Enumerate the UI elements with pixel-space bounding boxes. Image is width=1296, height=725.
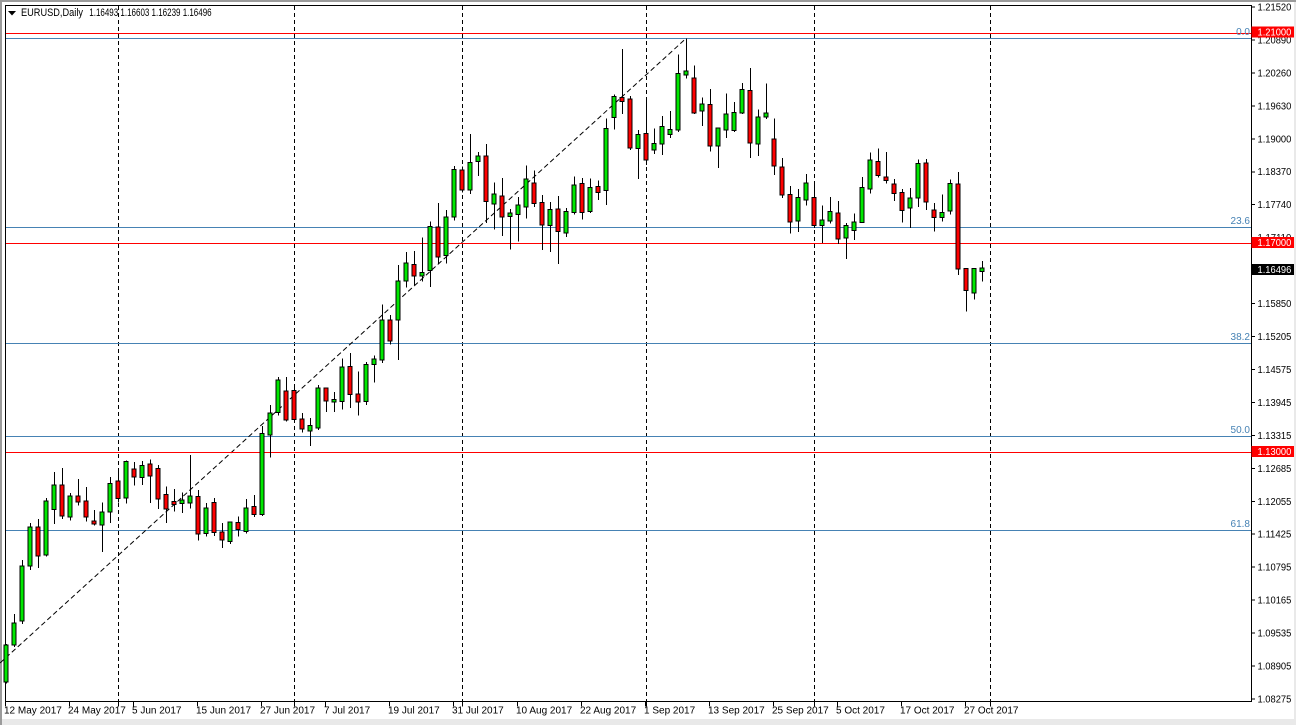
svg-text:50.0: 50.0	[1231, 425, 1251, 436]
svg-text:EURUSD,Daily: EURUSD,Daily	[21, 7, 83, 19]
svg-text:15 Jun 2017: 15 Jun 2017	[196, 706, 251, 717]
svg-text:5 Jun 2017: 5 Jun 2017	[132, 706, 182, 717]
svg-text:1.19000: 1.19000	[1258, 134, 1292, 145]
svg-text:1.18370: 1.18370	[1258, 167, 1292, 178]
svg-text:1.17000: 1.17000	[1258, 238, 1292, 249]
svg-text:1.21520: 1.21520	[1258, 3, 1292, 14]
svg-text:38.2: 38.2	[1231, 332, 1251, 343]
svg-text:22 Aug 2017: 22 Aug 2017	[580, 706, 637, 717]
svg-text:1.14575: 1.14575	[1258, 365, 1292, 376]
svg-text:31 Jul 2017: 31 Jul 2017	[452, 706, 504, 717]
svg-text:1.15850: 1.15850	[1258, 299, 1292, 310]
svg-text:1.11425: 1.11425	[1258, 530, 1292, 541]
svg-text:1.20890: 1.20890	[1258, 36, 1292, 47]
svg-text:7 Jul 2017: 7 Jul 2017	[324, 706, 371, 717]
svg-text:1.08905: 1.08905	[1258, 662, 1292, 673]
svg-text:13 Sep 2017: 13 Sep 2017	[708, 706, 765, 717]
svg-text:19 Jul 2017: 19 Jul 2017	[388, 706, 440, 717]
svg-text:24 May 2017: 24 May 2017	[68, 706, 126, 717]
svg-text:1.15205: 1.15205	[1258, 332, 1292, 343]
svg-text:25 Sep 2017: 25 Sep 2017	[772, 706, 829, 717]
svg-text:1.10165: 1.10165	[1258, 596, 1292, 607]
svg-text:1.16493 1.16603 1.16239 1.1649: 1.16493 1.16603 1.16239 1.16496	[89, 7, 211, 19]
svg-text:1.12685: 1.12685	[1258, 464, 1292, 475]
svg-text:1.10795: 1.10795	[1258, 563, 1292, 574]
svg-text:1.08275: 1.08275	[1258, 695, 1292, 706]
svg-text:1.13945: 1.13945	[1258, 398, 1292, 409]
svg-text:61.8: 61.8	[1231, 519, 1251, 530]
svg-text:1.17740: 1.17740	[1258, 200, 1292, 211]
svg-text:17 Oct 2017: 17 Oct 2017	[900, 706, 955, 717]
svg-text:1 Sep 2017: 1 Sep 2017	[644, 706, 696, 717]
svg-text:0.0: 0.0	[1236, 27, 1250, 38]
svg-text:27 Oct 2017: 27 Oct 2017	[964, 706, 1019, 717]
svg-text:23.6: 23.6	[1231, 216, 1251, 227]
svg-text:1.21000: 1.21000	[1258, 27, 1292, 38]
svg-text:1.13315: 1.13315	[1258, 431, 1292, 442]
svg-text:27 Jun 2017: 27 Jun 2017	[260, 706, 315, 717]
svg-text:1.12055: 1.12055	[1258, 497, 1292, 508]
svg-text:1.19630: 1.19630	[1258, 101, 1292, 112]
svg-text:1.09535: 1.09535	[1258, 629, 1292, 640]
svg-text:1.20260: 1.20260	[1258, 68, 1292, 79]
svg-text:10 Aug 2017: 10 Aug 2017	[516, 706, 573, 717]
svg-text:12 May 2017: 12 May 2017	[4, 706, 62, 717]
svg-text:1.16496: 1.16496	[1258, 265, 1292, 276]
svg-text:5 Oct 2017: 5 Oct 2017	[836, 706, 885, 717]
svg-text:1.13000: 1.13000	[1258, 447, 1292, 458]
